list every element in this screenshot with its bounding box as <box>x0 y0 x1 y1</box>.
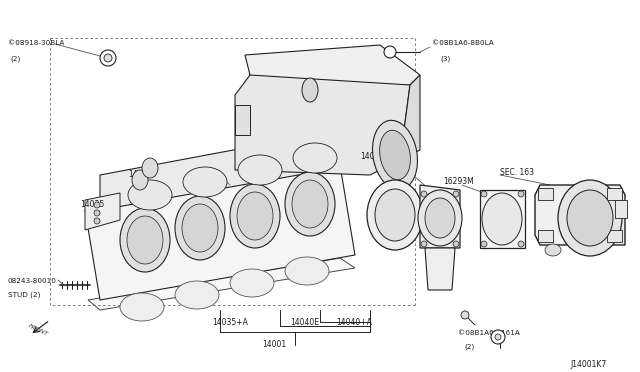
Ellipse shape <box>230 184 280 248</box>
Circle shape <box>100 50 116 66</box>
Text: 14040E: 14040E <box>290 318 319 327</box>
Ellipse shape <box>230 269 274 297</box>
Polygon shape <box>480 190 525 248</box>
Ellipse shape <box>545 244 561 256</box>
Polygon shape <box>425 248 455 290</box>
Bar <box>235 105 250 135</box>
Bar <box>607 230 622 242</box>
Ellipse shape <box>175 281 219 309</box>
Text: 14040: 14040 <box>128 170 152 179</box>
Ellipse shape <box>142 158 158 178</box>
Ellipse shape <box>367 180 423 250</box>
Circle shape <box>453 241 459 247</box>
Circle shape <box>384 46 396 58</box>
Circle shape <box>491 330 505 344</box>
Bar <box>615 200 627 218</box>
Text: (2): (2) <box>10 55 20 61</box>
Ellipse shape <box>132 170 148 190</box>
Circle shape <box>421 241 427 247</box>
Text: STUD (2): STUD (2) <box>8 291 40 298</box>
Circle shape <box>518 241 524 247</box>
Bar <box>538 230 553 242</box>
Circle shape <box>94 218 100 224</box>
Circle shape <box>518 191 524 197</box>
Text: (3): (3) <box>440 55 451 61</box>
Text: 16293M: 16293M <box>443 177 474 186</box>
Ellipse shape <box>567 190 613 246</box>
Circle shape <box>453 191 459 197</box>
Ellipse shape <box>120 208 170 272</box>
Text: FRONT: FRONT <box>28 323 49 337</box>
Polygon shape <box>535 185 625 245</box>
Ellipse shape <box>292 180 328 228</box>
Text: ©08918-30BLA: ©08918-30BLA <box>8 40 65 46</box>
Ellipse shape <box>293 143 337 173</box>
Text: SEC. 163: SEC. 163 <box>500 168 534 177</box>
Circle shape <box>481 191 487 197</box>
Bar <box>607 188 622 200</box>
Ellipse shape <box>425 198 455 238</box>
Text: 14017: 14017 <box>360 152 384 161</box>
Circle shape <box>421 191 427 197</box>
Text: 14040+A: 14040+A <box>336 318 372 327</box>
Ellipse shape <box>128 180 172 210</box>
Bar <box>538 188 553 200</box>
Text: 14035: 14035 <box>80 200 104 209</box>
Ellipse shape <box>380 130 410 180</box>
Text: 14035+A: 14035+A <box>212 318 248 327</box>
Ellipse shape <box>120 293 164 321</box>
Text: J14001K7: J14001K7 <box>570 360 606 369</box>
Text: 14001: 14001 <box>262 340 286 349</box>
Ellipse shape <box>482 193 522 245</box>
Text: (2): (2) <box>464 344 474 350</box>
Ellipse shape <box>182 204 218 252</box>
Ellipse shape <box>127 216 163 264</box>
Ellipse shape <box>302 78 318 102</box>
Circle shape <box>94 210 100 216</box>
Ellipse shape <box>238 155 282 185</box>
Text: ©08B1A6-8161A: ©08B1A6-8161A <box>458 330 520 336</box>
Ellipse shape <box>285 257 329 285</box>
Ellipse shape <box>418 190 462 246</box>
Circle shape <box>461 311 469 319</box>
Text: ©08B1A6-8B0LA: ©08B1A6-8B0LA <box>432 40 493 46</box>
Polygon shape <box>88 258 355 310</box>
Circle shape <box>104 54 112 62</box>
Ellipse shape <box>558 180 622 256</box>
Ellipse shape <box>372 120 417 190</box>
Polygon shape <box>420 185 460 248</box>
Polygon shape <box>400 75 420 160</box>
Ellipse shape <box>237 192 273 240</box>
Polygon shape <box>245 45 420 95</box>
Ellipse shape <box>175 196 225 260</box>
Polygon shape <box>235 75 410 175</box>
Polygon shape <box>85 193 120 230</box>
Ellipse shape <box>183 167 227 197</box>
Circle shape <box>94 202 100 208</box>
Ellipse shape <box>285 172 335 236</box>
Text: 08243-80010: 08243-80010 <box>8 278 57 284</box>
Polygon shape <box>85 165 355 300</box>
Circle shape <box>481 241 487 247</box>
Ellipse shape <box>375 189 415 241</box>
Circle shape <box>495 334 501 340</box>
Polygon shape <box>100 130 355 210</box>
